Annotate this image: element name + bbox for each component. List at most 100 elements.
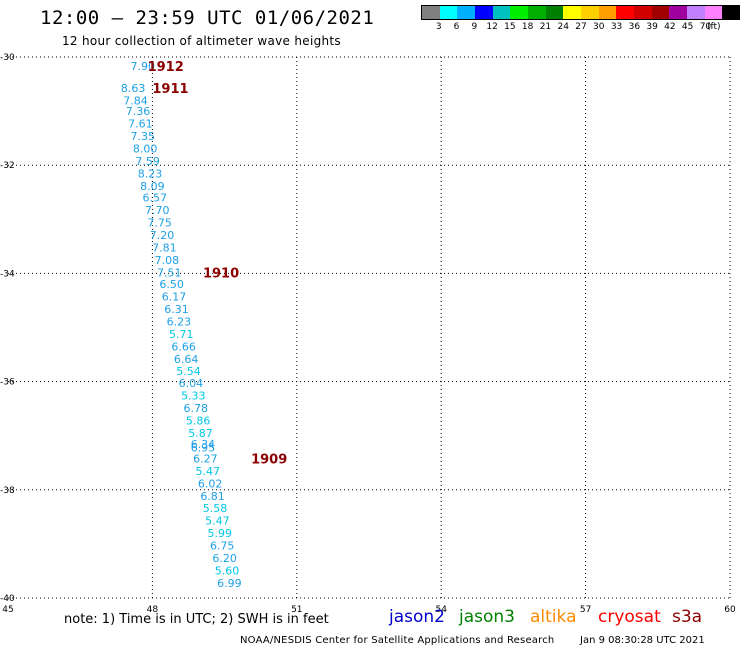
legend-label-6: 6 (453, 22, 460, 32)
x-tick-label-45: 45 (2, 605, 13, 615)
swh-value-10: 6.57 (143, 192, 168, 205)
x-tick-label-48: 48 (147, 605, 159, 615)
swh-value-3: 7.36 (126, 105, 151, 118)
legend-cryosat: cryosat (598, 607, 661, 627)
legend-swatch-15 (687, 6, 705, 19)
x-tick-label-57: 57 (580, 605, 591, 615)
y-tick-label--38: -38 (0, 486, 15, 496)
legend-swatch-7 (545, 6, 564, 19)
color-scale-bar (421, 5, 740, 20)
swh-value-16: 7.51 (157, 266, 182, 279)
legend-swatch-11 (616, 6, 635, 19)
legend-label-45: 45 (681, 22, 694, 32)
swh-value-30: 6.34 (191, 438, 216, 451)
swh-value-31: 6.95 (191, 442, 216, 455)
time-label-1910: 1910 (203, 266, 239, 281)
swh-value-35: 6.81 (200, 490, 225, 503)
swh-value-17: 6.50 (159, 278, 184, 291)
legend-label-42: 42 (664, 22, 676, 32)
legend-altika: altika (530, 607, 577, 627)
swh-value-37: 5.47 (205, 515, 230, 528)
generated-timestamp: Jan 9 08:30:28 UTC 2021 (580, 635, 705, 646)
swh-value-34: 6.02 (198, 477, 223, 490)
swh-value-6: 8.00 (133, 142, 158, 155)
swh-value-23: 6.64 (174, 353, 199, 366)
legend-swatch-6 (528, 6, 546, 19)
color-scale-legend: 3 6 9 12 15 18 21 24 27 30 33 36 39 42 45 70 (ft) (421, 5, 740, 37)
legend-swatch-8 (563, 6, 582, 19)
legend-label-18: 18 (521, 22, 534, 32)
swh-value-32: 6.27 (193, 452, 218, 465)
legend-swatch-12 (634, 6, 652, 19)
time-label-1912: 1912 (148, 60, 184, 75)
swh-value-9: 8.09 (140, 180, 165, 193)
swh-value-39: 6.75 (210, 540, 235, 553)
units-note: note: 1) Time is in UTC; 2) SWH is in fe… (64, 612, 329, 627)
swh-value-13: 7.20 (150, 229, 175, 242)
swh-value-40: 6.20 (212, 552, 237, 565)
legend-s3a: s3a (672, 607, 703, 627)
legend-swatch-2 (457, 6, 476, 19)
swh-value-27: 6.78 (183, 402, 208, 415)
y-tick-label--30: -30 (0, 53, 15, 63)
legend-label-30: 30 (593, 22, 605, 32)
legend-swatch-17 (722, 6, 740, 19)
legend-swatch-14 (669, 6, 688, 19)
legend-swatch-16 (704, 6, 723, 19)
swh-value-15: 7.08 (155, 254, 180, 267)
legend-label-27: 27 (575, 22, 587, 32)
y-tick-label--36: -36 (0, 378, 15, 388)
swh-value-5: 7.35 (131, 130, 156, 143)
legend-label-15: 15 (504, 22, 516, 32)
swh-value-38: 5.99 (208, 527, 233, 540)
legend-label-21: 21 (539, 22, 552, 32)
time-label-1909: 1909 (251, 452, 287, 467)
y-tick-label--40: -40 (0, 594, 15, 604)
legend-label-12: 12 (486, 22, 498, 32)
time-label-1911: 1911 (152, 82, 188, 97)
swh-value-26: 5.33 (181, 390, 206, 403)
color-scale-unit: (ft) (707, 22, 721, 32)
legend-swatch-4 (492, 6, 511, 19)
legend-swatch-5 (510, 6, 529, 19)
y-tick-label--32: -32 (0, 161, 15, 171)
legend-jason3: jason3 (459, 607, 515, 627)
swh-value-22: 6.66 (171, 340, 196, 353)
legend-label-70: 70 (699, 22, 712, 32)
legend-swatch-10 (598, 6, 617, 19)
legend-label-3: 3 (435, 22, 442, 32)
swh-value-12: 7.75 (147, 217, 172, 230)
swh-value-33: 5.47 (196, 465, 221, 478)
chart-title: 12:00 — 23:59 UTC 01/06/2021 (40, 7, 375, 29)
swh-value-42: 6.99 (217, 577, 242, 590)
legend-label-33: 33 (610, 22, 623, 32)
swh-value-36: 5.58 (203, 502, 228, 515)
legend-label-39: 39 (646, 22, 658, 32)
swh-value-20: 6.23 (167, 316, 192, 329)
color-scale-labels: 3 6 9 12 15 18 21 24 27 30 33 36 39 42 45 70 (421, 22, 740, 34)
legend-label-24: 24 (557, 22, 569, 32)
swh-value-29: 5.87 (188, 427, 213, 440)
y-tick-label--34: -34 (0, 269, 15, 279)
swh-value-19: 6.31 (164, 303, 189, 316)
legend-swatch-1 (439, 6, 458, 19)
swh-value-41: 5.60 (215, 564, 240, 577)
legend-label-36: 36 (628, 22, 641, 32)
swh-value-7: 7.59 (135, 155, 160, 168)
swh-value-8: 8.23 (138, 167, 163, 180)
swh-value-2: 7.84 (123, 94, 148, 107)
swh-value-11: 7.70 (145, 204, 170, 217)
swh-value-18: 6.17 (162, 291, 187, 304)
swh-value-14: 7.81 (152, 241, 177, 254)
chart-subtitle: 12 hour collection of altimeter wave hei… (62, 34, 341, 48)
swh-value-4: 7.61 (128, 118, 153, 131)
x-tick-label-54: 54 (435, 605, 447, 615)
swh-value-1: 8.63 (121, 82, 146, 95)
swh-value-0: 7.90 (131, 60, 156, 73)
legend-swatch-0 (422, 6, 440, 19)
legend-swatch-9 (581, 6, 599, 19)
swh-value-21: 5.71 (169, 328, 194, 341)
credit-text: NOAA/NESDIS Center for Satellite Applica… (240, 635, 555, 646)
